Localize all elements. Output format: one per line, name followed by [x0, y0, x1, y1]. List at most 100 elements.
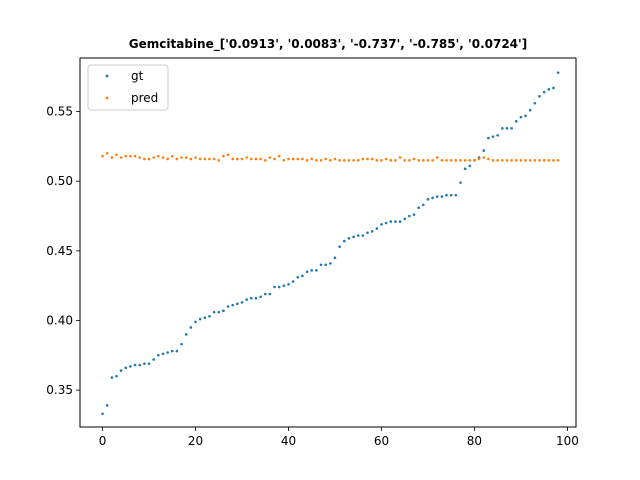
point-gt: [161, 352, 165, 356]
point-gt: [203, 316, 207, 319]
point-pred: [431, 159, 434, 162]
point-pred: [426, 159, 430, 162]
point-pred: [170, 154, 174, 158]
point-gt: [124, 366, 128, 370]
point-pred: [138, 156, 142, 159]
point-gt: [491, 135, 495, 138]
point-gt: [250, 296, 253, 300]
point-gt: [338, 245, 341, 248]
legend: gt pred: [87, 64, 169, 111]
series-pred: [101, 152, 560, 162]
point-pred: [528, 159, 532, 162]
point-gt: [157, 353, 160, 357]
point-gt: [245, 298, 248, 301]
point-gt: [510, 127, 513, 130]
point-pred: [315, 159, 318, 162]
point-gt: [463, 167, 467, 170]
x-tick-label: 20: [188, 434, 203, 448]
point-gt: [440, 195, 444, 198]
point-gt: [542, 90, 546, 94]
point-pred: [352, 159, 355, 162]
point-gt: [110, 376, 114, 379]
point-pred: [157, 154, 160, 158]
x-axis: 0 20 40 60 80 100: [99, 427, 579, 448]
point-gt: [315, 269, 318, 272]
point-pred: [459, 159, 462, 162]
point-gt: [412, 213, 416, 216]
x-tick-label: 0: [99, 434, 107, 448]
point-gt: [538, 94, 541, 98]
point-gt: [496, 133, 499, 137]
point-pred: [398, 156, 402, 159]
point-pred: [268, 156, 272, 159]
point-pred: [175, 157, 179, 161]
point-pred: [198, 157, 202, 161]
series-layer: [101, 71, 560, 416]
point-gt: [505, 127, 509, 130]
y-tick-label: 0.35: [46, 383, 73, 397]
point-gt: [277, 285, 281, 289]
point-pred: [273, 157, 276, 161]
point-pred: [166, 157, 169, 161]
point-pred: [491, 159, 495, 162]
point-gt: [426, 198, 430, 201]
point-gt: [222, 309, 225, 313]
point-gt: [166, 351, 169, 354]
point-pred: [366, 157, 369, 161]
point-pred: [370, 157, 374, 161]
point-gt: [435, 195, 439, 198]
point-gt: [468, 164, 472, 168]
point-gt: [291, 280, 295, 283]
point-gt: [487, 136, 490, 140]
point-gt: [138, 363, 142, 367]
point-gt: [403, 217, 407, 221]
point-gt: [482, 149, 486, 152]
point-gt: [226, 305, 230, 308]
point-pred: [217, 159, 221, 162]
point-pred: [147, 157, 151, 161]
point-gt: [417, 206, 420, 209]
point-pred: [319, 159, 323, 162]
point-gt: [408, 214, 411, 218]
point-gt: [175, 349, 179, 353]
point-gt: [305, 270, 309, 274]
point-pred: [236, 157, 239, 161]
point-gt: [380, 223, 383, 226]
point-pred: [263, 159, 267, 162]
point-pred: [282, 159, 286, 162]
point-pred: [440, 159, 444, 162]
point-pred: [347, 159, 351, 162]
point-pred: [417, 159, 420, 162]
point-gt: [514, 120, 518, 123]
point-gt: [301, 274, 304, 278]
point-pred: [422, 159, 425, 162]
point-pred: [389, 159, 393, 162]
point-pred: [203, 157, 207, 161]
point-gt: [324, 263, 327, 267]
point-gt: [533, 101, 537, 105]
point-gt: [370, 230, 374, 233]
point-pred: [435, 156, 439, 159]
point-pred: [454, 159, 458, 162]
axes-frame: [79, 57, 577, 428]
point-gt: [254, 296, 258, 300]
point-pred: [514, 159, 518, 162]
point-pred: [226, 153, 230, 157]
point-pred: [473, 159, 476, 162]
y-tick-label: 0.50: [46, 174, 73, 188]
chart-title: Gemcitabine_['0.0913', '0.0083', '-0.737…: [129, 37, 527, 52]
point-pred: [505, 159, 509, 162]
point-gt: [189, 326, 193, 329]
point-gt: [361, 234, 365, 237]
point-pred: [254, 157, 258, 161]
legend-marker-pred: [105, 96, 109, 100]
point-pred: [305, 159, 309, 162]
point-gt: [198, 317, 202, 321]
point-pred: [212, 157, 216, 161]
point-pred: [542, 159, 546, 162]
point-gt: [282, 284, 286, 287]
point-pred: [524, 159, 527, 162]
series-gt: [101, 71, 560, 416]
point-pred: [412, 157, 416, 161]
